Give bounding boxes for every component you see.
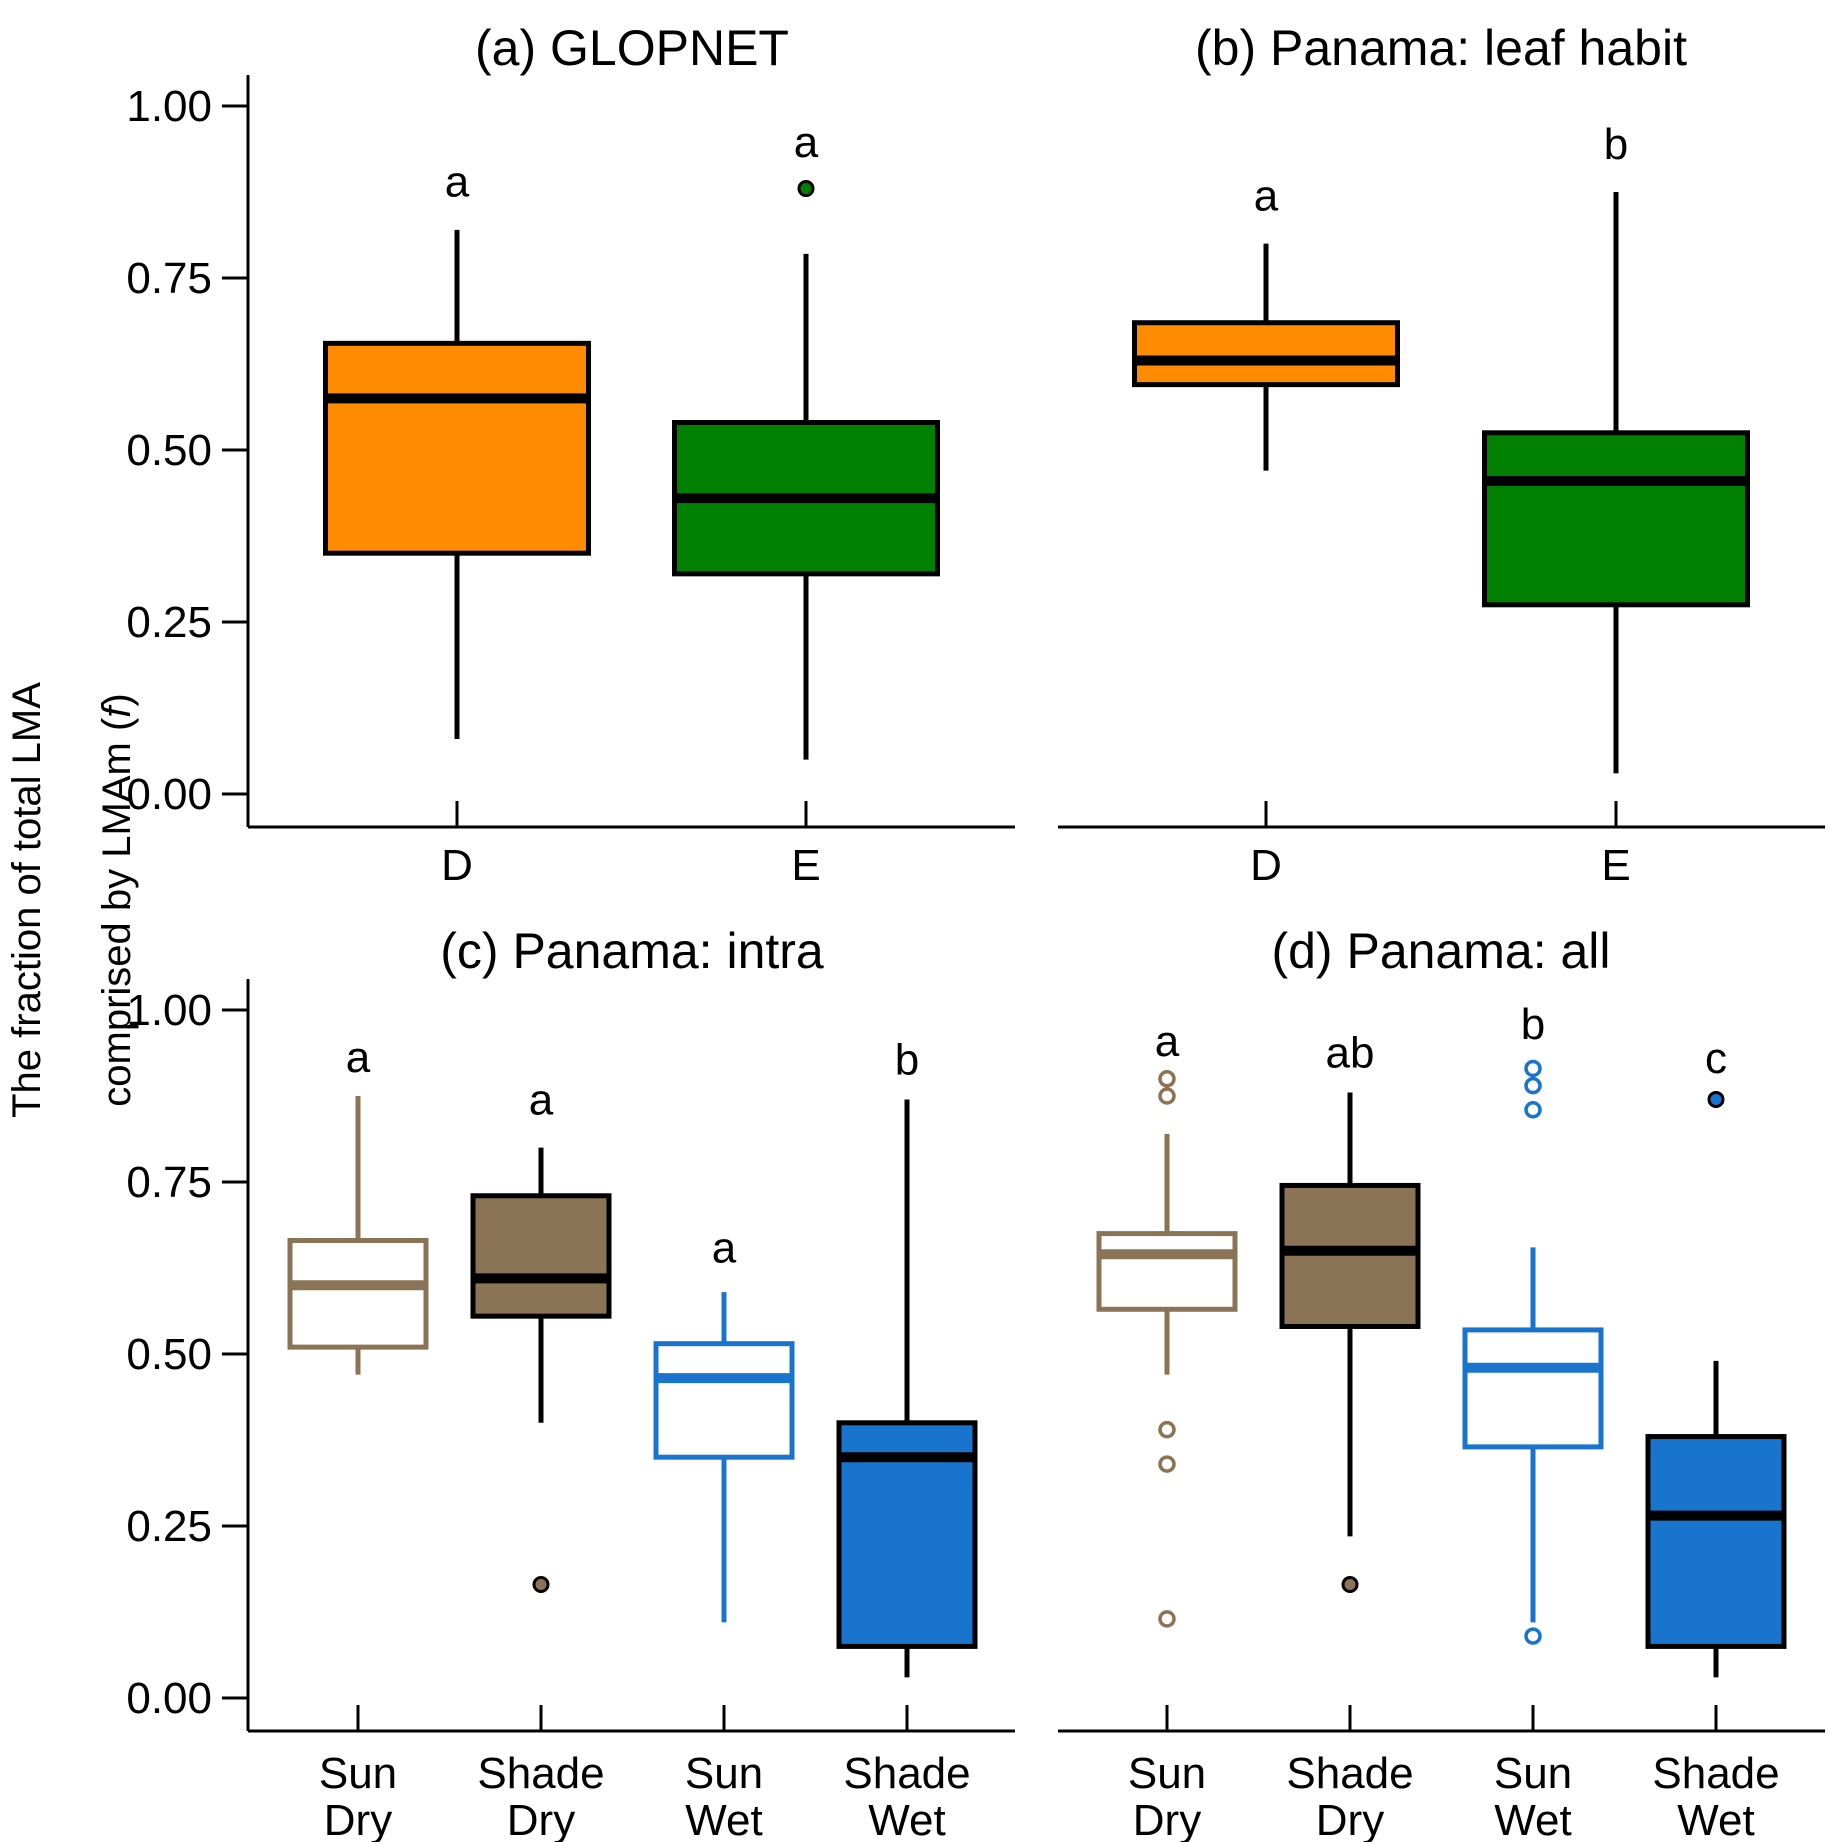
x-category-label: Wet — [868, 1796, 945, 1842]
y-axis-label-suffix: ) — [95, 693, 139, 706]
panel-1: (a) GLOPNET 0.00 0.25 0.50 0.75 1.00 D Ea a — [126, 20, 1015, 890]
x-category-label: D — [441, 841, 473, 890]
x-category-label: E — [791, 841, 820, 890]
box-iqr — [1096, 1231, 1238, 1312]
box-3: a — [653, 1223, 795, 1623]
y-tick-label: 0.00 — [126, 770, 212, 819]
x-category-label: Shade — [477, 1749, 604, 1798]
significance-letter: b — [1521, 1000, 1545, 1049]
y-tick-label: 0.25 — [126, 598, 212, 647]
box-2: b — [1482, 120, 1750, 774]
box-iqr — [1132, 320, 1400, 388]
outlier-point — [1341, 1575, 1359, 1593]
y-tick-label: 0.50 — [126, 1330, 212, 1379]
significance-letter: a — [794, 118, 819, 167]
x-category-label: Shade — [1286, 1749, 1413, 1798]
x-category-label: Dry — [507, 1796, 575, 1842]
outlier-point — [797, 180, 815, 198]
box-1: a — [1132, 171, 1400, 471]
significance-letter: a — [712, 1223, 737, 1272]
box-iqr — [1482, 430, 1750, 608]
outlier-point — [1158, 1455, 1176, 1473]
significance-letter: a — [529, 1075, 554, 1124]
y-axis-label-prefix: comprised by LMAm ( — [95, 717, 139, 1107]
x-category-label: Wet — [1677, 1796, 1754, 1842]
box-iqr — [323, 340, 591, 556]
x-category-label: Shade — [843, 1749, 970, 1798]
x-category-label: Dry — [324, 1796, 392, 1842]
significance-letter: a — [1254, 171, 1279, 220]
x-category-label: D — [1250, 841, 1282, 890]
panel-title: (c) Panama: intra — [440, 923, 824, 979]
y-tick-label: 0.75 — [126, 254, 212, 303]
y-tick-label: 0.75 — [126, 1158, 212, 1207]
outlier-point — [1158, 1610, 1176, 1628]
x-category-label: Sun — [319, 1749, 397, 1798]
x-category-label: Dry — [1133, 1796, 1201, 1842]
box-2: a — [672, 118, 940, 760]
y-tick-label: 0.50 — [126, 426, 212, 475]
outlier-point — [532, 1575, 550, 1593]
box-3: b — [1462, 1000, 1604, 1645]
y-tick-label: 1.00 — [126, 82, 212, 131]
x-category-label: Sun — [685, 1749, 763, 1798]
x-category-label: Sun — [1494, 1749, 1572, 1798]
box-4: c — [1645, 1034, 1787, 1678]
significance-letter: b — [1604, 120, 1628, 169]
y-tick-label: 0.00 — [126, 1674, 212, 1723]
outlier-point — [1707, 1090, 1725, 1108]
outlier-point — [1158, 1420, 1176, 1439]
box-2: ab — [1279, 1029, 1421, 1593]
significance-letter: b — [895, 1036, 919, 1085]
panel-4: (d) Panama: allSunDryShadeDrySunWetShade… — [1058, 923, 1825, 1842]
box-1: a — [1096, 1017, 1238, 1628]
panel-title: (b) Panama: leaf habit — [1195, 20, 1687, 76]
x-category-label: Wet — [1494, 1796, 1571, 1842]
box-iqr — [470, 1193, 612, 1319]
outlier-point — [1524, 1627, 1542, 1645]
panel-2: (b) Panama: leaf habit D Ea b — [1058, 20, 1825, 890]
outlier-point — [1524, 1059, 1542, 1078]
significance-letter: a — [346, 1033, 371, 1082]
outlier-point — [1158, 1070, 1176, 1088]
box-2: a — [470, 1075, 612, 1593]
x-category-label: Dry — [1316, 1796, 1384, 1842]
significance-letter: a — [445, 158, 470, 207]
y-axis-label-line1: The fraction of total LMA — [5, 682, 49, 1118]
panel-3: (c) Panama: intra 0.00 0.25 0.50 0.75 1.00 Sun… — [126, 923, 1015, 1842]
panel-title: (a) GLOPNET — [475, 20, 789, 76]
box-iqr — [1645, 1434, 1787, 1649]
y-tick-label: 0.25 — [126, 1502, 212, 1551]
box-4: b — [836, 1036, 978, 1678]
x-category-label: Sun — [1128, 1749, 1206, 1798]
box-1: a — [323, 158, 591, 739]
x-category-label: Shade — [1652, 1749, 1779, 1798]
significance-letter: a — [1155, 1017, 1180, 1066]
significance-letter: c — [1705, 1034, 1727, 1083]
outlier-point — [1158, 1087, 1176, 1105]
outlier-point — [1524, 1101, 1542, 1119]
box-iqr — [653, 1341, 795, 1460]
box-1: a — [287, 1033, 429, 1375]
significance-letter: ab — [1326, 1029, 1375, 1078]
y-axis-label-line2: comprised by LMAm (f) — [95, 693, 139, 1106]
box-iqr — [1279, 1182, 1421, 1329]
panel-title: (d) Panama: all — [1271, 923, 1610, 979]
x-category-label: Wet — [685, 1796, 762, 1842]
x-category-label: E — [1601, 841, 1630, 890]
outlier-point — [1524, 1076, 1542, 1095]
box-iqr — [287, 1237, 429, 1350]
y-axis-label: The fraction of total LMA comprised by L… — [5, 682, 139, 1118]
y-tick-label: 1.00 — [126, 986, 212, 1035]
box-iqr — [1462, 1327, 1604, 1450]
